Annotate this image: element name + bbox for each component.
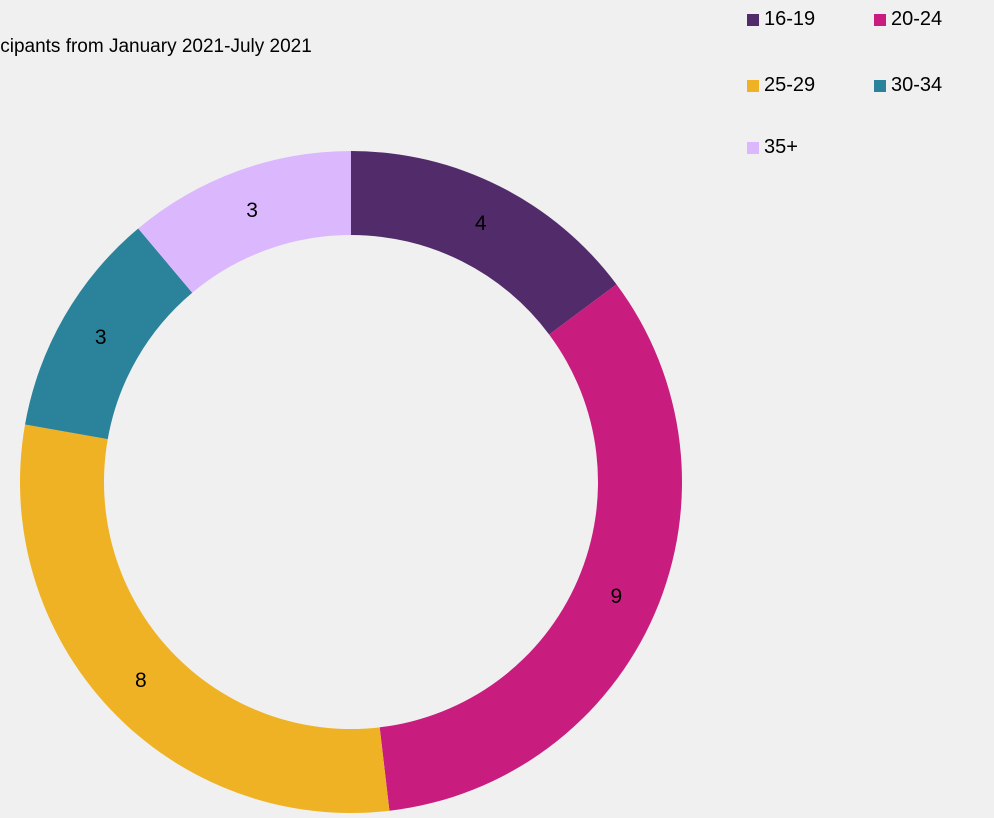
chart-title: icipants from January 2021-July 2021 bbox=[0, 36, 312, 57]
legend-item-20-24: 20-24 bbox=[874, 8, 942, 31]
legend-swatch-30-34 bbox=[874, 79, 886, 92]
donut-slice-16-19 bbox=[351, 151, 617, 335]
legend-item-16-19: 16-19 bbox=[747, 8, 815, 31]
legend-item-30-34: 30-34 bbox=[874, 74, 942, 97]
legend-item-25-29: 25-29 bbox=[747, 74, 815, 97]
legend-label-35-plus: 35+ bbox=[764, 136, 798, 158]
legend-swatch-25-29 bbox=[747, 79, 759, 92]
legend-label-25-29: 25-29 bbox=[764, 74, 816, 96]
legend-item-35-plus: 35+ bbox=[747, 136, 798, 159]
data-label-35-plus: 3 bbox=[246, 199, 258, 222]
data-label-30-34: 3 bbox=[95, 326, 107, 349]
donut-slice-30-34 bbox=[25, 228, 193, 440]
donut-labels: 4 9 8 3 3 bbox=[95, 199, 622, 692]
donut-slice-20-24 bbox=[379, 284, 682, 811]
data-label-20-24: 9 bbox=[611, 585, 623, 608]
legend-label-30-34: 30-34 bbox=[891, 74, 943, 96]
donut-slice-35-plus bbox=[138, 151, 351, 293]
data-label-16-19: 4 bbox=[475, 212, 487, 235]
legend-swatch-20-24 bbox=[874, 13, 886, 26]
legend-label-16-19: 16-19 bbox=[764, 8, 816, 30]
donut-slice-25-29 bbox=[19, 424, 390, 813]
donut-slices bbox=[19, 151, 682, 813]
legend-swatch-35-plus bbox=[747, 141, 759, 154]
legend-label-20-24: 20-24 bbox=[891, 8, 943, 30]
legend-swatch-16-19 bbox=[747, 13, 759, 26]
data-label-25-29: 8 bbox=[135, 669, 147, 692]
